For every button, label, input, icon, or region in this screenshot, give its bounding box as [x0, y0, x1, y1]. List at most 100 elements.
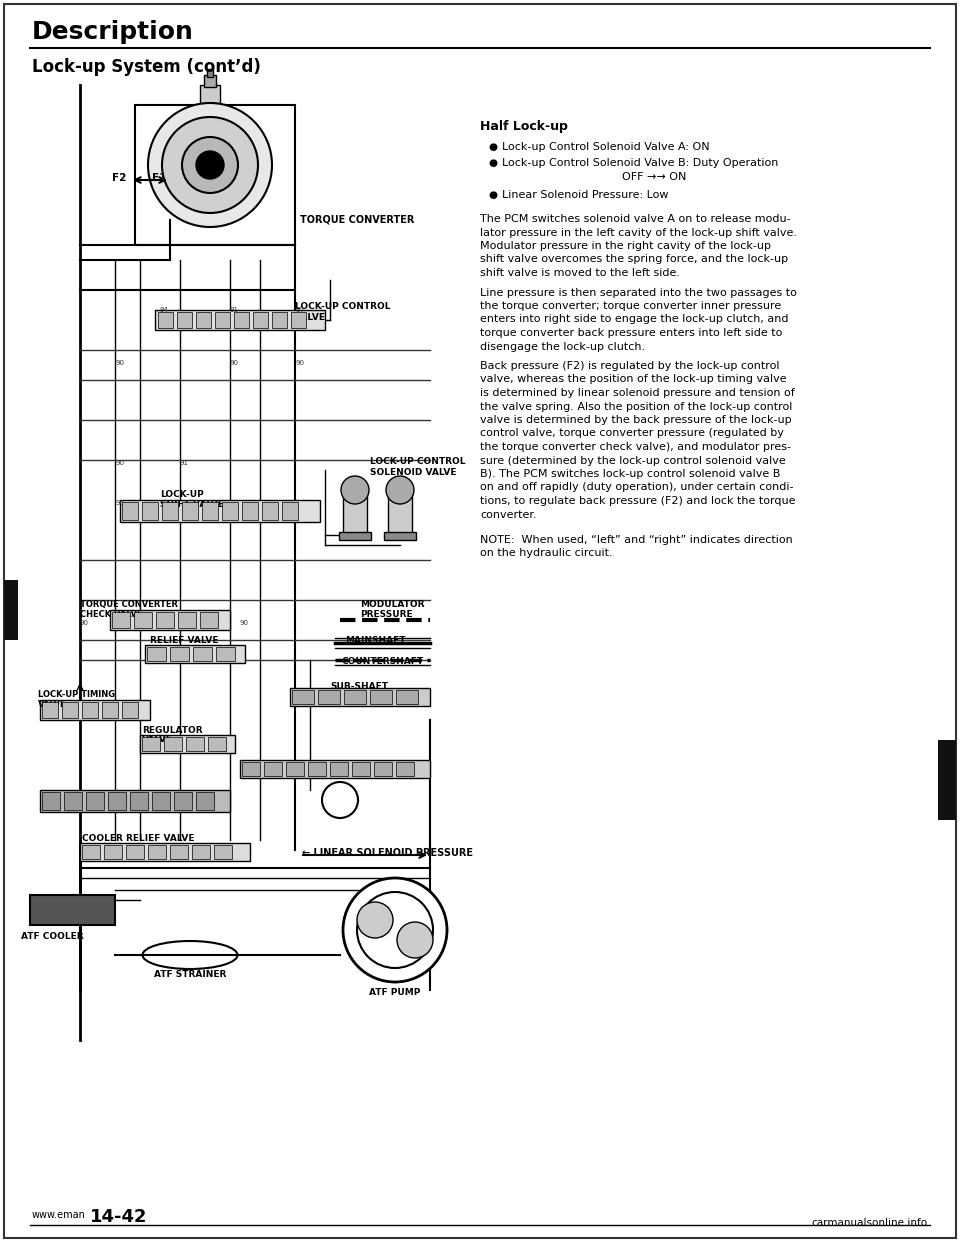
- Bar: [178, 612, 196, 628]
- Text: 91: 91: [180, 460, 189, 466]
- Bar: [352, 763, 370, 776]
- Bar: [242, 502, 258, 520]
- Bar: [30, 895, 115, 925]
- Text: carmanualsonline.info: carmanualsonline.info: [812, 1218, 928, 1228]
- Text: VALVE: VALVE: [295, 313, 326, 322]
- Text: MAINSHAFT: MAINSHAFT: [345, 636, 405, 645]
- Bar: [240, 760, 430, 777]
- Bar: [318, 691, 340, 704]
- Bar: [253, 312, 268, 328]
- Bar: [202, 502, 218, 520]
- Circle shape: [322, 782, 358, 818]
- Text: 97: 97: [295, 307, 304, 313]
- Bar: [200, 612, 218, 628]
- Bar: [140, 735, 235, 753]
- Bar: [192, 845, 210, 859]
- Text: ATF STRAINER: ATF STRAINER: [154, 970, 227, 979]
- Text: 90: 90: [115, 460, 124, 466]
- Text: enters into right side to engage the lock-up clutch, and: enters into right side to engage the loc…: [480, 314, 788, 324]
- Text: MODULATOR: MODULATOR: [360, 600, 424, 609]
- Bar: [292, 691, 314, 704]
- Text: 96: 96: [115, 501, 124, 505]
- Bar: [282, 502, 298, 520]
- Bar: [344, 691, 366, 704]
- Bar: [264, 763, 282, 776]
- Text: 90: 90: [240, 620, 249, 626]
- Text: 90: 90: [230, 360, 239, 366]
- Circle shape: [162, 117, 258, 212]
- Bar: [370, 691, 392, 704]
- Bar: [196, 792, 214, 810]
- Text: Lock-up Control Solenoid Valve A: ON: Lock-up Control Solenoid Valve A: ON: [502, 142, 709, 152]
- Text: ●: ●: [488, 158, 497, 168]
- Circle shape: [343, 878, 447, 982]
- Bar: [234, 312, 249, 328]
- Text: COUNTERSHAFT: COUNTERSHAFT: [342, 657, 424, 666]
- Bar: [135, 106, 295, 245]
- Bar: [158, 312, 173, 328]
- Bar: [152, 792, 170, 810]
- Bar: [4, 580, 18, 640]
- Bar: [396, 763, 414, 776]
- Text: VALVE: VALVE: [38, 700, 66, 709]
- Bar: [122, 502, 138, 520]
- Text: TORQUE CONVERTER: TORQUE CONVERTER: [300, 215, 415, 225]
- Text: SOLENOID VALVE: SOLENOID VALVE: [370, 468, 457, 477]
- Text: LOCK-UP: LOCK-UP: [160, 491, 204, 499]
- Bar: [40, 790, 230, 812]
- Text: OFF →→ ON: OFF →→ ON: [622, 171, 686, 183]
- Text: ATF COOLER: ATF COOLER: [21, 932, 84, 941]
- Text: LOCK-UP CONTROL: LOCK-UP CONTROL: [295, 302, 391, 310]
- Bar: [147, 647, 166, 661]
- Text: Description: Description: [32, 20, 194, 43]
- Bar: [177, 312, 192, 328]
- Text: 14-42: 14-42: [90, 1208, 148, 1226]
- Circle shape: [196, 152, 224, 179]
- Bar: [343, 491, 367, 535]
- Bar: [122, 702, 138, 718]
- Text: converter.: converter.: [480, 509, 537, 519]
- Text: TORQUE CONVERTER: TORQUE CONVERTER: [80, 600, 178, 609]
- Bar: [142, 737, 160, 751]
- Text: ATF PUMP: ATF PUMP: [370, 987, 420, 997]
- Bar: [120, 501, 320, 522]
- Text: 94: 94: [160, 307, 169, 313]
- Text: on and off rapidly (duty operation), under certain condi-: on and off rapidly (duty operation), und…: [480, 482, 794, 493]
- Bar: [290, 688, 430, 705]
- Bar: [186, 737, 204, 751]
- Text: 91: 91: [230, 307, 239, 313]
- Text: B: B: [396, 483, 404, 493]
- Text: COOLER RELIEF VALVE: COOLER RELIEF VALVE: [82, 833, 195, 843]
- Text: REGULATOR: REGULATOR: [142, 727, 203, 735]
- Bar: [112, 612, 130, 628]
- Text: is determined by linear solenoid pressure and tension of: is determined by linear solenoid pressur…: [480, 388, 795, 397]
- Text: Modulator pressure in the right cavity of the lock-up: Modulator pressure in the right cavity o…: [480, 241, 771, 251]
- Text: The PCM switches solenoid valve A on to release modu-: The PCM switches solenoid valve A on to …: [480, 214, 791, 224]
- Text: PRESSURE: PRESSURE: [360, 610, 413, 619]
- Bar: [82, 845, 100, 859]
- Circle shape: [182, 137, 238, 193]
- Bar: [102, 702, 118, 718]
- Bar: [938, 740, 956, 820]
- Text: Lock-up System (cont’d): Lock-up System (cont’d): [32, 58, 261, 76]
- Bar: [82, 702, 98, 718]
- Text: SHIFT VALVE: SHIFT VALVE: [160, 501, 224, 509]
- Bar: [86, 792, 104, 810]
- Text: the torque converter; torque converter inner pressure: the torque converter; torque converter i…: [480, 301, 781, 310]
- Text: CHECK VALVE: CHECK VALVE: [80, 610, 143, 619]
- Text: ●: ●: [488, 190, 497, 200]
- Text: torque converter back pressure enters into left side to: torque converter back pressure enters in…: [480, 328, 782, 338]
- Bar: [174, 792, 192, 810]
- Bar: [80, 843, 250, 861]
- Bar: [339, 532, 371, 540]
- Bar: [170, 845, 188, 859]
- Text: SUB-SHAFT: SUB-SHAFT: [330, 682, 388, 691]
- Bar: [308, 763, 326, 776]
- Bar: [384, 532, 416, 540]
- Circle shape: [357, 892, 433, 968]
- Bar: [216, 647, 235, 661]
- Text: LOCK-UP CONTROL: LOCK-UP CONTROL: [370, 457, 466, 466]
- Text: Half Lock-up: Half Lock-up: [480, 120, 568, 133]
- Text: Line pressure is then separated into the two passages to: Line pressure is then separated into the…: [480, 287, 797, 298]
- Bar: [108, 792, 126, 810]
